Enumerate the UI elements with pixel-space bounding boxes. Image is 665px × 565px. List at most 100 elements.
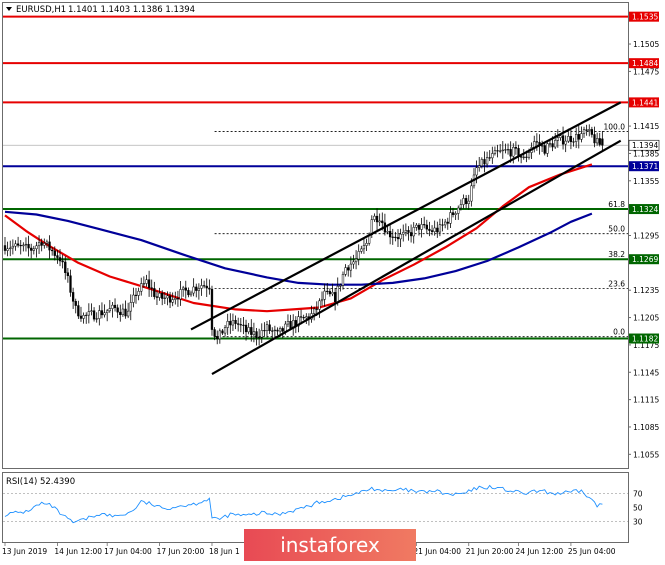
- candle-body: [27, 243, 30, 249]
- candles-group: [3, 124, 604, 346]
- candle-body: [168, 295, 172, 303]
- candle-body: [286, 321, 290, 325]
- candle-body: [302, 317, 305, 319]
- candle-body: [231, 319, 235, 326]
- candle-body: [56, 255, 59, 258]
- time-axis-label: 17 Jun 04:00: [104, 547, 152, 556]
- fibonacci-level-label: 50.0: [608, 225, 625, 234]
- candle-body: [124, 308, 127, 317]
- candle-body: [189, 292, 193, 296]
- candle-body: [32, 248, 35, 251]
- price-axis-label: 1.1235: [633, 286, 659, 295]
- candle-body: [155, 296, 159, 298]
- candle-body: [433, 227, 436, 232]
- candle-body: [179, 289, 182, 300]
- candle-body: [289, 321, 292, 329]
- candle-body: [407, 230, 410, 233]
- candle-body: [3, 245, 7, 251]
- candle-body: [100, 310, 104, 316]
- candle-body: [381, 220, 384, 224]
- triangle-down-icon[interactable]: [6, 7, 12, 11]
- candle-body: [171, 299, 174, 303]
- time-axis-label: 25 Jun 04:00: [568, 547, 616, 556]
- price-level-label: 1.1182: [632, 335, 658, 344]
- candle-body: [527, 152, 531, 158]
- candle-body: [229, 321, 232, 326]
- rsi-line: [4, 484, 603, 524]
- trend-channel-line[interactable]: [190, 101, 622, 331]
- candle-body: [454, 213, 457, 215]
- price-axis-label: 1.1115: [633, 396, 659, 405]
- candle-body: [265, 324, 269, 331]
- candle-body: [365, 243, 368, 246]
- candle-body: [514, 147, 518, 149]
- candle-body: [98, 310, 101, 319]
- candle-body: [388, 231, 392, 238]
- candle-body: [176, 298, 180, 300]
- candle-body: [459, 204, 463, 209]
- candle-body: [218, 330, 221, 340]
- candle-body: [313, 308, 316, 314]
- candle-body: [195, 286, 198, 291]
- fibonacci-level-label: 61.8: [608, 200, 625, 209]
- candle-body: [161, 293, 164, 299]
- price-level-label: 1.1269: [632, 255, 658, 264]
- candle-body: [192, 286, 195, 294]
- candle-body: [551, 143, 554, 148]
- candle-body: [569, 136, 573, 143]
- candle-body: [449, 212, 452, 224]
- rsi-axis-label: 30: [633, 517, 643, 526]
- price-axis-label: 1.1385: [633, 149, 659, 158]
- current-price-label: 1.1394: [632, 141, 658, 150]
- candle-body: [464, 198, 468, 204]
- candle-body: [137, 290, 140, 296]
- candle-body: [504, 149, 507, 151]
- candle-body: [210, 288, 214, 330]
- candle-body: [22, 244, 25, 247]
- candle-body: [64, 261, 67, 273]
- candle-body: [276, 329, 279, 332]
- candle-body: [399, 233, 402, 240]
- moving-average-line: [4, 210, 593, 286]
- candle-body: [444, 221, 447, 226]
- candle-body: [182, 287, 185, 290]
- candle-body: [126, 310, 130, 317]
- candle-body: [116, 307, 119, 313]
- candle-body: [554, 140, 557, 148]
- candle-body: [593, 134, 596, 144]
- candle-body: [268, 324, 271, 332]
- candle-body: [134, 294, 138, 296]
- candle-body: [53, 250, 56, 256]
- candle-body: [478, 165, 481, 168]
- rsi-axis-label: 50: [633, 504, 643, 513]
- candle-body: [480, 159, 483, 167]
- candle-body: [457, 207, 460, 214]
- candle-body: [147, 279, 151, 289]
- price-level-label: 1.1324: [632, 205, 658, 214]
- candle-body: [572, 141, 575, 143]
- fibonacci-level-label: 23.6: [608, 279, 625, 288]
- candle-body: [119, 311, 122, 316]
- candle-body: [184, 287, 187, 291]
- candle-body: [108, 308, 111, 312]
- candle-body: [499, 150, 502, 152]
- candle-body: [19, 245, 22, 247]
- candle-body: [415, 224, 418, 228]
- candle-body: [223, 327, 227, 334]
- candle-body: [187, 290, 190, 296]
- candle-body: [48, 241, 51, 251]
- candle-body: [425, 224, 428, 230]
- candle-body: [588, 129, 591, 131]
- price-axis-label: 1.1085: [633, 423, 659, 432]
- price-level-tag: [629, 11, 659, 22]
- rsi-axis-label: 70: [633, 490, 643, 499]
- candle-body: [339, 285, 342, 287]
- candle-body: [354, 258, 358, 263]
- candle-body: [255, 331, 258, 339]
- time-axis-label: 21 Jun 20:00: [466, 547, 514, 556]
- trend-channel-line[interactable]: [211, 139, 622, 376]
- candle-body: [51, 249, 54, 252]
- candle-body: [77, 305, 80, 317]
- price-axis-label: 1.1205: [633, 314, 659, 323]
